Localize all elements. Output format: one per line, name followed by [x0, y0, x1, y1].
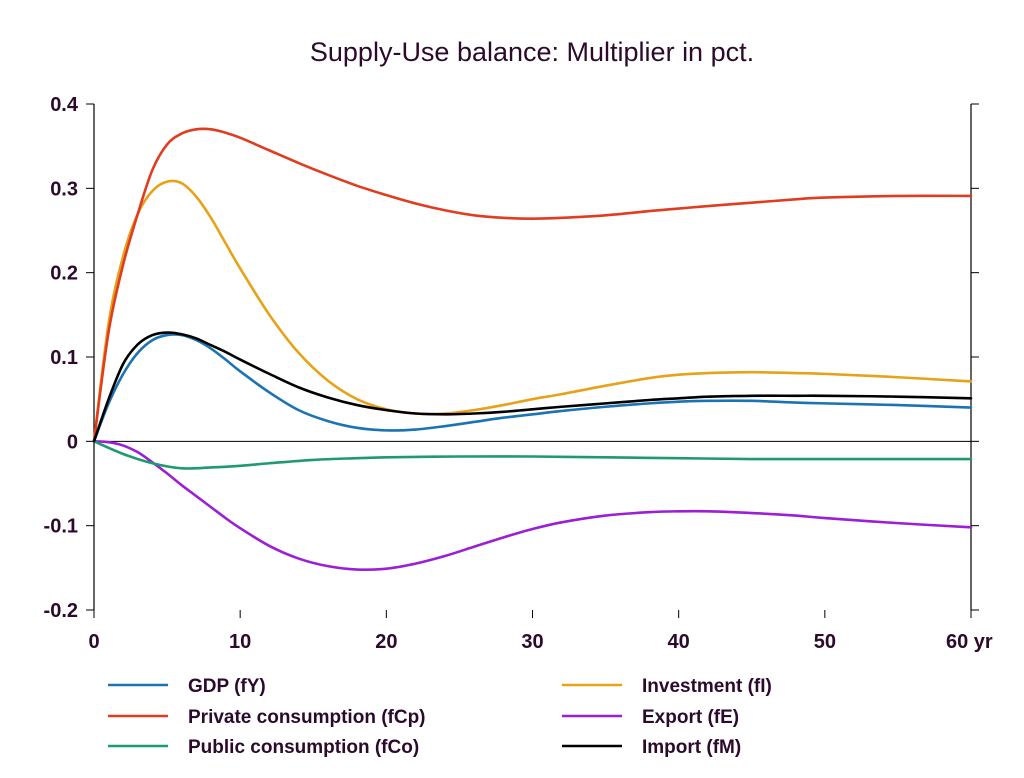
series-layer	[92, 127, 973, 572]
legend-label: Export (fE)	[642, 707, 739, 728]
legend-label: GDP (fY)	[188, 676, 266, 697]
legend-item-private-consumption-fcp: Private consumption (fCp)	[108, 707, 426, 728]
x-tick-label: 50	[814, 631, 836, 653]
y-tick-label: -0.1	[44, 516, 78, 538]
legend-label: Public consumption (fCo)	[188, 737, 419, 758]
legend-item-import-fm: Import (fM)	[562, 737, 741, 758]
series-line-gdp-fy	[92, 333, 973, 443]
ticks-layer: -0.2 -0.1 0 0.1 0.2 0.3 0.4 0 10 20 30 40 50 60 yr	[44, 94, 993, 653]
x-tick-label: 30	[521, 631, 543, 653]
legend-label: Import (fM)	[642, 737, 741, 758]
legend-item-public-consumption-fco: Public consumption (fCo)	[108, 737, 419, 758]
y-tick-label: 0.2	[50, 263, 78, 285]
x-tick-label: 10	[229, 631, 251, 653]
series-line-private-consumption-fcp	[92, 127, 973, 443]
legend: GDP (fY) Investment (fI) Private consumpti…	[108, 676, 772, 758]
plot-frame	[93, 104, 972, 610]
y-tick-label: 0.1	[50, 347, 78, 369]
y-tick-label: 0.4	[50, 94, 79, 116]
legend-item-export-fe: Export (fE)	[562, 707, 739, 728]
legend-label: Private consumption (fCp)	[188, 707, 426, 728]
y-tick-label: 0	[67, 431, 78, 453]
series-line-export-fe	[92, 440, 973, 572]
y-tick-label: -0.2	[44, 600, 78, 622]
legend-label: Investment (fI)	[642, 676, 772, 697]
legend-item-gdp-fy: GDP (fY)	[108, 676, 266, 697]
x-tick-label: 60 yr	[946, 631, 993, 653]
series-line-public-consumption-fco	[92, 440, 973, 470]
series-line-import-fm	[92, 331, 973, 443]
y-tick-label: 0.3	[50, 178, 78, 200]
x-tick-label: 20	[375, 631, 397, 653]
legend-item-investment-fi: Investment (fI)	[562, 676, 772, 697]
x-tick-label: 40	[668, 631, 690, 653]
x-tick-label: 0	[88, 631, 99, 653]
chart-title: Supply-Use balance: Multiplier in pct.	[310, 37, 754, 67]
